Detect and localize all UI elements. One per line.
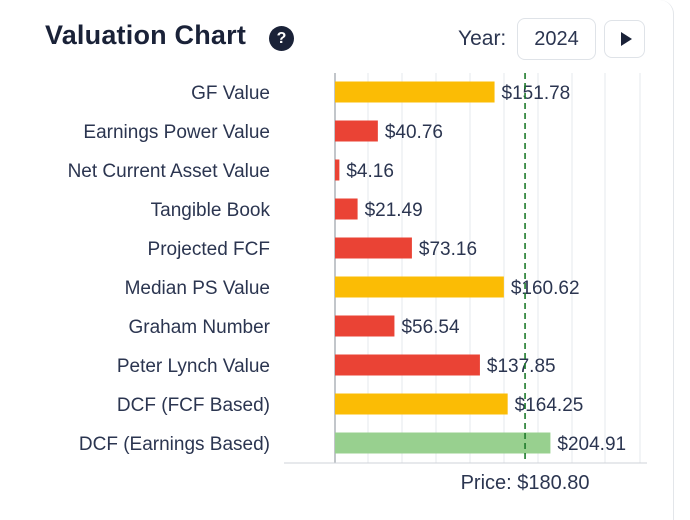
value-label: $137.85 [487, 356, 556, 377]
bar-3 [335, 198, 358, 220]
bar-7 [335, 354, 480, 376]
value-label: $73.16 [419, 239, 477, 260]
value-label: $164.25 [515, 395, 584, 416]
category-label: DCF (Earnings Based) [79, 434, 270, 455]
chart-title: Valuation Chart [45, 20, 247, 50]
category-label: Median PS Value [125, 278, 270, 299]
value-label: $4.16 [346, 161, 394, 182]
value-label: $151.78 [502, 83, 571, 104]
bar-5 [335, 276, 504, 298]
bar-0 [335, 81, 495, 103]
value-label: $204.91 [557, 434, 626, 455]
category-label: Tangible Book [151, 200, 271, 221]
value-label: $160.62 [511, 278, 580, 299]
category-label: Graham Number [129, 317, 271, 338]
bar-6 [335, 315, 395, 337]
category-label: GF Value [191, 83, 270, 104]
valuation-chart-card [673, 0, 674, 520]
bar-1 [335, 120, 378, 142]
valuation-bar-chart: GF Value $151.78 Earnings Power Value $40.7… [68, 73, 647, 494]
bar-2 [335, 159, 340, 181]
year-select[interactable]: 2024 [517, 18, 596, 60]
price-label: Price: $180.80 [461, 472, 590, 494]
bar-8 [335, 393, 508, 415]
question-circle-icon[interactable]: ? [269, 26, 294, 51]
value-label: $21.49 [365, 200, 423, 221]
year-label: Year: [458, 27, 507, 50]
value-label: $40.76 [385, 122, 443, 143]
category-label: Peter Lynch Value [117, 356, 270, 377]
category-label: Projected FCF [148, 239, 270, 260]
play-icon [620, 32, 632, 46]
play-button[interactable] [604, 20, 645, 58]
bar-4 [335, 237, 412, 259]
bar-9 [335, 432, 551, 454]
category-label: Net Current Asset Value [68, 161, 270, 182]
category-label: Earnings Power Value [83, 122, 270, 143]
value-label: $56.54 [401, 317, 460, 338]
category-label: DCF (FCF Based) [117, 395, 270, 416]
